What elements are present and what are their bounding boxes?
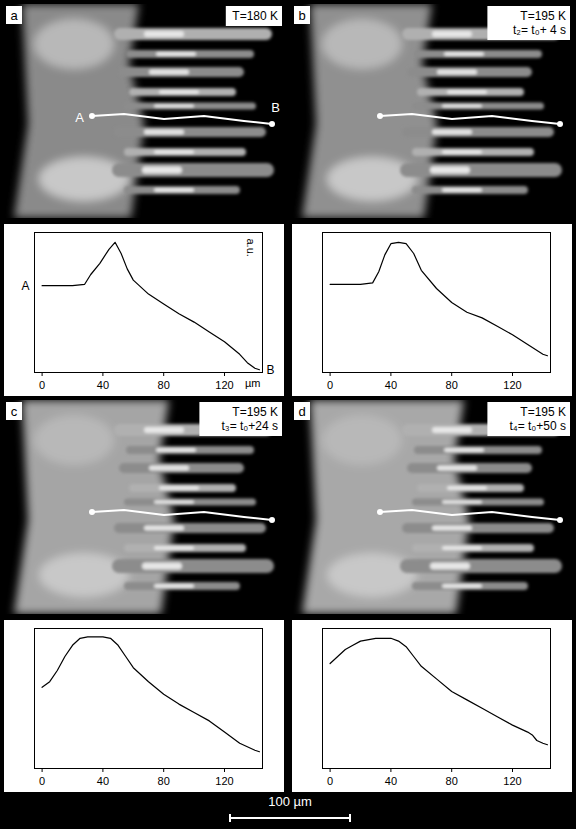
svg-text:t₃= t₀+24 s: t₃= t₀+24 s xyxy=(221,419,278,433)
svg-text:0: 0 xyxy=(39,379,45,391)
svg-text:µm: µm xyxy=(245,377,261,389)
svg-text:40: 40 xyxy=(97,775,109,787)
svg-text:c: c xyxy=(11,404,18,419)
svg-text:0: 0 xyxy=(327,379,333,391)
svg-text:a.u.: a.u. xyxy=(245,239,257,257)
svg-text:T=195 K: T=195 K xyxy=(520,9,566,23)
svg-text:A: A xyxy=(75,110,84,125)
svg-text:40: 40 xyxy=(97,379,109,391)
svg-text:0: 0 xyxy=(39,775,45,787)
svg-text:t₂= t₀+ 4 s: t₂= t₀+ 4 s xyxy=(513,23,566,37)
svg-text:120: 120 xyxy=(503,379,521,391)
svg-text:80: 80 xyxy=(158,379,170,391)
svg-text:A: A xyxy=(21,279,29,293)
svg-text:B: B xyxy=(267,363,275,377)
svg-text:B: B xyxy=(271,100,280,115)
svg-text:120: 120 xyxy=(215,379,233,391)
svg-text:40: 40 xyxy=(385,775,397,787)
svg-text:80: 80 xyxy=(446,775,458,787)
svg-text:T=195 K: T=195 K xyxy=(520,405,566,419)
svg-text:80: 80 xyxy=(158,775,170,787)
svg-text:100 µm: 100 µm xyxy=(268,794,312,809)
svg-text:40: 40 xyxy=(385,379,397,391)
svg-text:b: b xyxy=(298,8,305,23)
svg-text:T=195 K: T=195 K xyxy=(232,405,278,419)
svg-text:t₄= t₀+50 s: t₄= t₀+50 s xyxy=(509,419,566,433)
svg-text:120: 120 xyxy=(215,775,233,787)
svg-text:80: 80 xyxy=(446,379,458,391)
svg-text:T=180 K: T=180 K xyxy=(232,9,278,23)
svg-text:0: 0 xyxy=(327,775,333,787)
svg-text:120: 120 xyxy=(503,775,521,787)
svg-text:a: a xyxy=(10,8,18,23)
svg-text:d: d xyxy=(298,404,305,419)
